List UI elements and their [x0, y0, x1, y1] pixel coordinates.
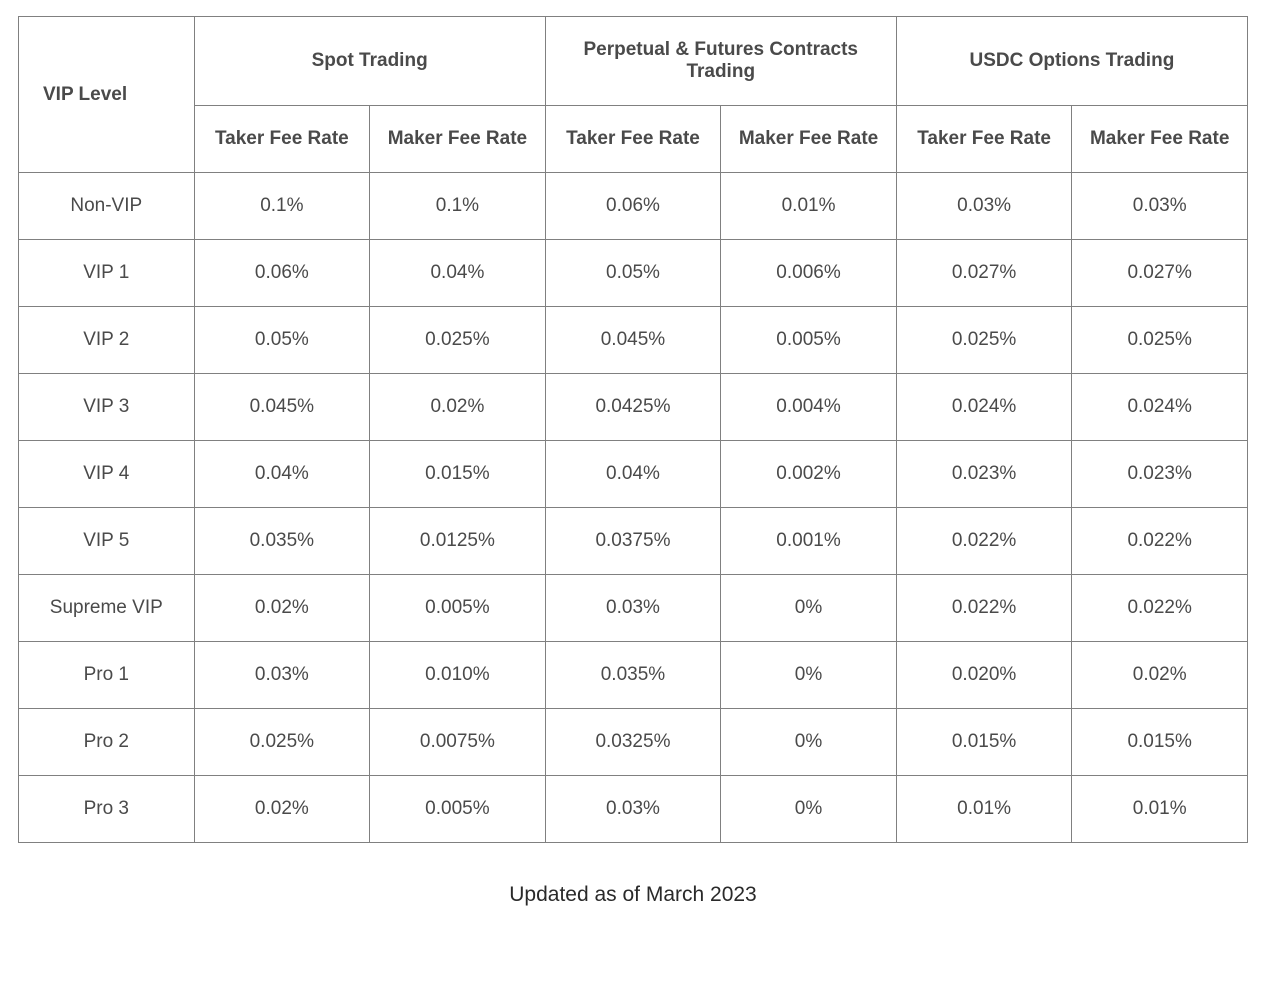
vip-level-cell: VIP 5	[19, 508, 195, 575]
vip-level-cell: Pro 1	[19, 642, 195, 709]
table-row: Supreme VIP0.02%0.005%0.03%0%0.022%0.022…	[19, 575, 1248, 642]
fee-cell: 0.1%	[370, 173, 546, 240]
vip-level-cell: Pro 3	[19, 776, 195, 843]
fee-cell: 0.035%	[194, 508, 370, 575]
vip-level-cell: Supreme VIP	[19, 575, 195, 642]
fee-cell: 0.022%	[1072, 575, 1248, 642]
header-group-spot: Spot Trading	[194, 17, 545, 106]
fee-cell: 0.005%	[370, 776, 546, 843]
fee-cell: 0.02%	[194, 575, 370, 642]
fee-cell: 0.001%	[721, 508, 897, 575]
fee-cell: 0.045%	[194, 374, 370, 441]
header-usdc-taker: Taker Fee Rate	[896, 106, 1072, 173]
table-row: VIP 50.035%0.0125%0.0375%0.001%0.022%0.0…	[19, 508, 1248, 575]
table-row: VIP 40.04%0.015%0.04%0.002%0.023%0.023%	[19, 441, 1248, 508]
fee-cell: 0%	[721, 575, 897, 642]
fee-cell: 0.015%	[896, 709, 1072, 776]
header-usdc-maker: Maker Fee Rate	[1072, 106, 1248, 173]
fee-cell: 0.0125%	[370, 508, 546, 575]
fee-cell: 0.023%	[896, 441, 1072, 508]
fee-cell: 0.005%	[721, 307, 897, 374]
fee-cell: 0.025%	[1072, 307, 1248, 374]
header-perp-maker: Maker Fee Rate	[721, 106, 897, 173]
vip-level-cell: VIP 2	[19, 307, 195, 374]
fee-cell: 0.03%	[1072, 173, 1248, 240]
fee-cell: 0.02%	[194, 776, 370, 843]
fee-cell: 0.03%	[194, 642, 370, 709]
fee-cell: 0.01%	[721, 173, 897, 240]
fee-cell: 0.0375%	[545, 508, 721, 575]
fee-cell: 0.004%	[721, 374, 897, 441]
fee-cell: 0.020%	[896, 642, 1072, 709]
fee-cell: 0.04%	[194, 441, 370, 508]
fee-cell: 0.027%	[896, 240, 1072, 307]
fee-cell: 0.03%	[545, 776, 721, 843]
table-row: VIP 10.06%0.04%0.05%0.006%0.027%0.027%	[19, 240, 1248, 307]
header-spot-taker: Taker Fee Rate	[194, 106, 370, 173]
header-vip-level: VIP Level	[19, 17, 195, 173]
fee-cell: 0.010%	[370, 642, 546, 709]
fee-cell: 0.025%	[896, 307, 1072, 374]
fee-cell: 0.0325%	[545, 709, 721, 776]
fee-cell: 0.06%	[194, 240, 370, 307]
fee-cell: 0.027%	[1072, 240, 1248, 307]
fee-cell: 0.03%	[545, 575, 721, 642]
fee-cell: 0.0075%	[370, 709, 546, 776]
fee-cell: 0.02%	[1072, 642, 1248, 709]
fee-cell: 0.015%	[370, 441, 546, 508]
header-group-perp: Perpetual & Futures Contracts Trading	[545, 17, 896, 106]
vip-level-cell: VIP 3	[19, 374, 195, 441]
fee-cell: 0.025%	[194, 709, 370, 776]
fee-cell: 0.006%	[721, 240, 897, 307]
fee-cell: 0.1%	[194, 173, 370, 240]
vip-level-cell: VIP 1	[19, 240, 195, 307]
fee-cell: 0%	[721, 709, 897, 776]
fee-cell: 0.05%	[194, 307, 370, 374]
table-row: Pro 30.02%0.005%0.03%0%0.01%0.01%	[19, 776, 1248, 843]
fee-cell: 0.023%	[1072, 441, 1248, 508]
table-row: Pro 20.025%0.0075%0.0325%0%0.015%0.015%	[19, 709, 1248, 776]
fee-cell: 0.024%	[896, 374, 1072, 441]
fee-cell: 0.022%	[1072, 508, 1248, 575]
fee-cell: 0.005%	[370, 575, 546, 642]
fee-cell: 0.0425%	[545, 374, 721, 441]
fee-cell: 0.04%	[545, 441, 721, 508]
header-row-2: Taker Fee Rate Maker Fee Rate Taker Fee …	[19, 106, 1248, 173]
fee-cell: 0.04%	[370, 240, 546, 307]
fee-cell: 0.045%	[545, 307, 721, 374]
vip-level-cell: VIP 4	[19, 441, 195, 508]
fee-cell: 0%	[721, 642, 897, 709]
fee-cell: 0.022%	[896, 508, 1072, 575]
table-row: VIP 30.045%0.02%0.0425%0.004%0.024%0.024…	[19, 374, 1248, 441]
fee-cell: 0.024%	[1072, 374, 1248, 441]
fee-table: VIP Level Spot Trading Perpetual & Futur…	[18, 16, 1248, 843]
header-group-usdc: USDC Options Trading	[896, 17, 1247, 106]
header-spot-maker: Maker Fee Rate	[370, 106, 546, 173]
footer-note: Updated as of March 2023	[18, 883, 1248, 907]
fee-cell: 0.03%	[896, 173, 1072, 240]
fee-cell: 0.05%	[545, 240, 721, 307]
fee-cell: 0.022%	[896, 575, 1072, 642]
fee-cell: 0.015%	[1072, 709, 1248, 776]
fee-table-body: Non-VIP0.1%0.1%0.06%0.01%0.03%0.03%VIP 1…	[19, 173, 1248, 843]
fee-cell: 0.06%	[545, 173, 721, 240]
table-row: VIP 20.05%0.025%0.045%0.005%0.025%0.025%	[19, 307, 1248, 374]
vip-level-cell: Non-VIP	[19, 173, 195, 240]
vip-level-cell: Pro 2	[19, 709, 195, 776]
header-perp-taker: Taker Fee Rate	[545, 106, 721, 173]
fee-cell: 0.025%	[370, 307, 546, 374]
header-row-1: VIP Level Spot Trading Perpetual & Futur…	[19, 17, 1248, 106]
fee-cell: 0.035%	[545, 642, 721, 709]
fee-cell: 0%	[721, 776, 897, 843]
fee-cell: 0.002%	[721, 441, 897, 508]
fee-cell: 0.01%	[1072, 776, 1248, 843]
table-row: Non-VIP0.1%0.1%0.06%0.01%0.03%0.03%	[19, 173, 1248, 240]
table-row: Pro 10.03%0.010%0.035%0%0.020%0.02%	[19, 642, 1248, 709]
fee-cell: 0.01%	[896, 776, 1072, 843]
fee-cell: 0.02%	[370, 374, 546, 441]
